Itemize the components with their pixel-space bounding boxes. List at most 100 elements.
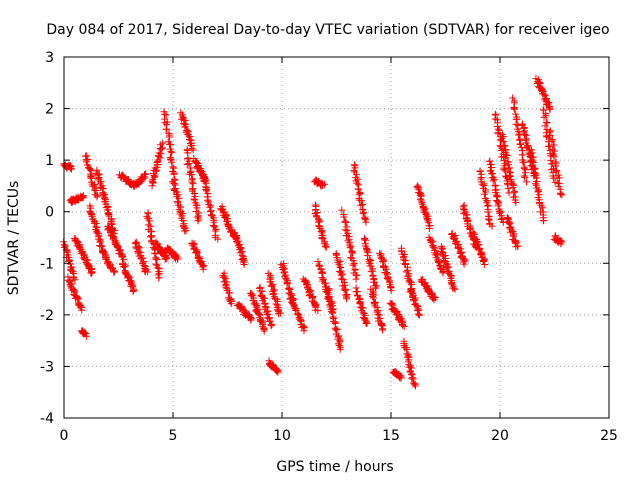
data-point xyxy=(136,244,144,252)
data-point xyxy=(268,321,276,329)
data-point xyxy=(332,326,340,334)
data-point xyxy=(247,314,255,322)
data-point xyxy=(531,164,539,172)
data-point xyxy=(238,248,246,256)
data-point xyxy=(131,239,139,247)
data-point xyxy=(101,197,109,205)
data-point xyxy=(80,328,88,336)
data-point xyxy=(357,201,365,209)
data-point xyxy=(476,167,484,175)
data-point xyxy=(270,286,278,294)
data-point xyxy=(361,214,369,222)
data-point xyxy=(170,179,178,187)
data-point xyxy=(201,175,209,183)
data-point xyxy=(411,380,419,388)
data-point xyxy=(87,269,95,277)
data-point xyxy=(257,318,265,326)
data-point xyxy=(103,206,111,214)
data-point xyxy=(197,166,205,174)
data-point xyxy=(509,94,517,102)
data-point xyxy=(313,209,321,217)
data-point xyxy=(183,161,191,169)
data-point xyxy=(484,208,492,216)
data-point xyxy=(515,136,523,144)
data-point xyxy=(421,205,429,213)
data-point xyxy=(360,208,368,216)
data-point xyxy=(88,268,96,276)
plot-frame xyxy=(63,56,610,419)
data-point xyxy=(485,216,493,224)
data-point xyxy=(364,252,371,260)
data-point xyxy=(451,285,459,293)
data-point xyxy=(504,165,512,173)
data-point xyxy=(521,173,529,181)
data-point xyxy=(501,142,509,150)
data-point xyxy=(174,197,182,205)
data-point xyxy=(222,274,230,282)
data-point xyxy=(282,275,290,283)
data-point xyxy=(70,274,78,282)
data-point xyxy=(204,196,212,204)
data-point xyxy=(166,133,174,141)
data-point xyxy=(168,158,176,166)
data-point xyxy=(486,157,494,165)
data-point xyxy=(355,185,363,193)
data-point xyxy=(506,172,514,180)
data-point xyxy=(527,146,535,154)
data-point xyxy=(111,226,119,234)
data-point xyxy=(477,250,485,258)
data-point xyxy=(519,158,527,166)
data-point xyxy=(65,256,73,264)
data-point xyxy=(301,277,309,285)
data-point xyxy=(167,147,175,155)
data-point xyxy=(460,260,468,268)
data-point xyxy=(352,170,360,178)
data-point xyxy=(98,242,106,250)
data-point xyxy=(264,269,272,277)
data-point xyxy=(540,113,548,121)
data-point xyxy=(377,321,385,329)
data-point xyxy=(551,178,559,186)
data-point xyxy=(387,287,395,295)
data-point xyxy=(546,105,554,113)
data-point xyxy=(530,168,538,176)
data-point xyxy=(254,305,262,313)
data-point xyxy=(357,197,365,205)
data-point xyxy=(384,275,392,283)
data-point xyxy=(175,194,183,202)
data-point xyxy=(528,149,536,157)
data-point xyxy=(415,311,423,319)
data-point xyxy=(369,294,377,302)
data-point xyxy=(190,196,198,204)
y-tick-label: -1 xyxy=(40,256,54,272)
data-point xyxy=(548,137,556,145)
y-tick-label: 3 xyxy=(45,50,54,66)
data-point xyxy=(407,364,415,372)
data-point xyxy=(424,288,432,296)
data-point xyxy=(552,167,560,175)
data-point xyxy=(319,276,327,284)
data-point xyxy=(196,259,204,267)
y-tick-label: -4 xyxy=(40,411,54,427)
y-tick-label: 1 xyxy=(45,153,54,169)
data-point xyxy=(188,144,196,152)
data-point xyxy=(362,218,370,226)
data-point xyxy=(87,209,95,217)
data-point xyxy=(490,175,498,183)
data-point xyxy=(502,154,510,162)
data-point xyxy=(314,307,322,315)
data-point xyxy=(318,234,326,242)
data-point xyxy=(199,171,207,179)
data-point xyxy=(159,139,167,147)
data-point xyxy=(163,253,171,261)
data-point xyxy=(417,197,425,205)
data-point xyxy=(499,138,507,146)
data-point xyxy=(461,257,469,265)
data-point xyxy=(439,269,447,277)
data-point xyxy=(510,105,518,113)
data-point xyxy=(155,274,163,282)
data-point xyxy=(481,261,489,269)
data-point xyxy=(538,204,546,212)
data-point xyxy=(212,225,220,233)
